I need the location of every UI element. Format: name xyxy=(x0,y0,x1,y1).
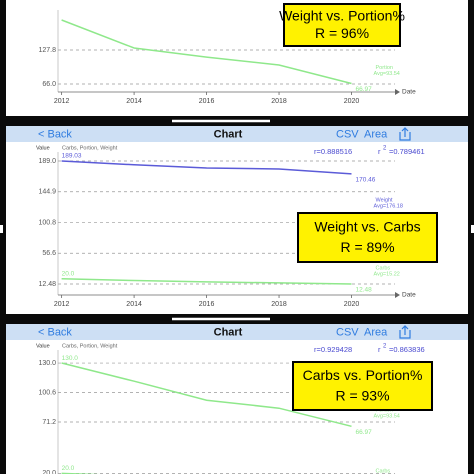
annotation-text: R = 96% xyxy=(315,25,369,41)
value-label: 20.0 xyxy=(62,465,75,472)
r2-value: =0.863836 xyxy=(389,345,425,354)
nav-title: Chart xyxy=(214,326,243,338)
subtitle: Carbs, Portion, Weight xyxy=(62,145,118,151)
y-tick-label: 12.48 xyxy=(38,281,56,288)
x-tick-label: 2020 xyxy=(344,98,360,105)
value-label: 66.97 xyxy=(356,429,373,436)
value-label: 20.0 xyxy=(62,270,75,277)
value-label: 12.48 xyxy=(356,287,373,294)
x-axis-arrow xyxy=(395,89,400,95)
y-tick-label: 100.8 xyxy=(38,219,56,226)
series-name: Weight xyxy=(376,197,393,203)
subtitle: Carbs, Portion, Weight xyxy=(62,343,118,349)
nav-bar xyxy=(6,324,468,340)
x-tick-label: 2016 xyxy=(199,98,215,105)
series-name: Portion xyxy=(376,65,393,71)
csv-button[interactable]: CSV xyxy=(336,128,359,140)
x-tick-label: 2020 xyxy=(344,301,360,308)
panel: < Back Chart CSV Area r=0.888516 r 2 =0.789461 V… xyxy=(6,126,468,314)
share-icon[interactable] xyxy=(399,127,411,141)
series-avg: Avg=93.54 xyxy=(374,414,400,420)
r2-symbol: r xyxy=(378,345,381,354)
annotation-text: Weight vs. Carbs xyxy=(314,218,420,234)
y-tick-label: 189.0 xyxy=(38,158,56,165)
edge-marker xyxy=(471,225,474,233)
y-tick-label: 144.9 xyxy=(38,189,56,196)
series-name: Carbs xyxy=(376,468,391,474)
r2-exponent: 2 xyxy=(383,146,387,152)
panel: 127.8 66.0 Date 2012 2014 2016 2018 2020 66.97 Po… xyxy=(6,0,468,116)
r2-symbol: r xyxy=(378,147,381,156)
area-button[interactable]: Area xyxy=(364,326,388,338)
y-tick-label: 100.6 xyxy=(38,389,56,396)
area-button[interactable]: Area xyxy=(364,128,388,140)
series-line xyxy=(61,278,352,285)
x-tick-label: 2012 xyxy=(54,301,70,308)
share-icon[interactable] xyxy=(399,325,411,339)
annotation-text: R = 93% xyxy=(335,387,389,403)
series-line xyxy=(61,362,352,428)
value-label: 170.46 xyxy=(356,177,376,184)
back-button[interactable]: < Back xyxy=(38,128,72,140)
series-name: Carbs xyxy=(376,265,391,271)
y-axis-label: Value xyxy=(36,343,50,349)
panel: < Back Chart CSV Area r=0.929428 r 2 =0.863836 V… xyxy=(6,324,468,474)
y-tick-label: 20.0 xyxy=(42,470,56,474)
y-tick-label: 66.0 xyxy=(42,81,56,88)
y-axis-label: Value xyxy=(36,145,50,151)
edge-marker xyxy=(0,225,3,233)
x-tick-label: 2014 xyxy=(126,301,142,308)
series-avg: Avg=176.18 xyxy=(374,203,403,209)
nav-title: Chart xyxy=(214,128,243,140)
y-tick-label: 127.8 xyxy=(38,47,56,54)
annotation-box xyxy=(297,212,438,263)
value-label: 189.03 xyxy=(62,153,82,160)
r2-exponent: 2 xyxy=(383,344,387,350)
x-axis-arrow xyxy=(395,292,400,298)
annotation-box xyxy=(292,361,433,411)
r2-value: =0.789461 xyxy=(389,147,425,156)
annotation-text: R = 89% xyxy=(340,239,394,255)
series-avg: Avg=15.22 xyxy=(374,271,400,277)
nav-bar xyxy=(6,126,468,142)
x-tick-label: 2012 xyxy=(54,98,70,105)
x-axis-label: Date xyxy=(402,292,416,299)
y-tick-label: 56.6 xyxy=(42,250,56,257)
series-line xyxy=(61,160,352,175)
x-tick-label: 2016 xyxy=(199,301,215,308)
csv-button[interactable]: CSV xyxy=(336,326,359,338)
x-tick-label: 2014 xyxy=(126,98,142,105)
x-tick-label: 2018 xyxy=(271,301,287,308)
annotation-text: Weight vs. Portion% xyxy=(279,7,405,23)
r-value: r=0.888516 xyxy=(314,147,352,156)
r-value: r=0.929428 xyxy=(314,345,352,354)
y-tick-label: 130.0 xyxy=(38,360,56,367)
annotation-text: Carbs vs. Portion% xyxy=(303,367,423,383)
annotation-box xyxy=(283,3,401,47)
x-tick-label: 2018 xyxy=(271,98,287,105)
y-tick-label: 71.2 xyxy=(42,419,56,426)
back-button[interactable]: < Back xyxy=(38,326,72,338)
value-label: 130.0 xyxy=(62,355,79,362)
series-avg: Avg=93.54 xyxy=(374,71,400,77)
x-axis-label: Date xyxy=(402,89,416,96)
series-line xyxy=(61,19,352,85)
value-label: 66.97 xyxy=(356,86,373,93)
